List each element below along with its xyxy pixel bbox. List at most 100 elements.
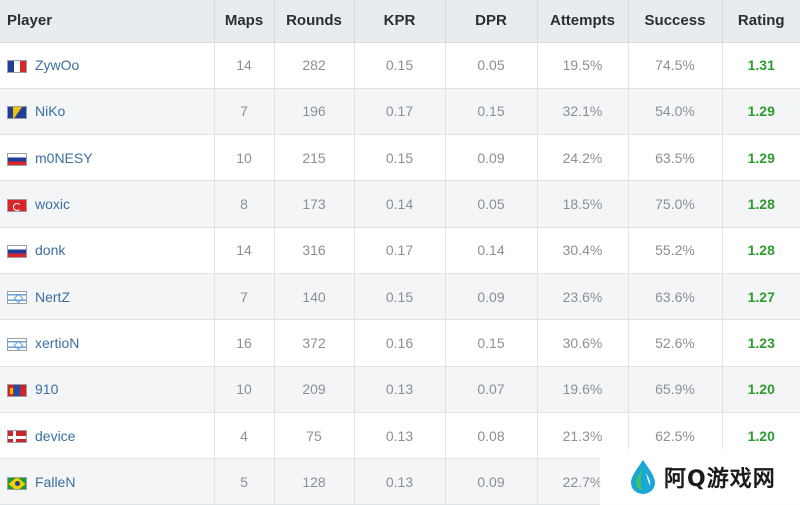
russia-flag-icon bbox=[7, 152, 27, 166]
dpr-cell: 0.05 bbox=[445, 180, 538, 228]
table-row: ZywOo 14 282 0.15 0.05 19.5% 74.5% 1.31 bbox=[0, 42, 800, 89]
player-name[interactable]: xertioN bbox=[35, 334, 80, 351]
rating-cell: 1.27 bbox=[722, 273, 800, 321]
maps-cell: 14 bbox=[214, 42, 275, 89]
header-rounds[interactable]: Rounds bbox=[274, 0, 355, 43]
table-row: m0NESY 10 215 0.15 0.09 24.2% 63.5% 1.29 bbox=[0, 134, 800, 182]
dpr-cell: 0.08 bbox=[445, 412, 538, 460]
header-maps[interactable]: Maps bbox=[214, 0, 275, 43]
player-cell[interactable]: NiKo bbox=[0, 88, 215, 136]
header-success[interactable]: Success bbox=[628, 0, 723, 43]
player-name[interactable]: ZywOo bbox=[35, 57, 80, 74]
attempts-cell: 24.2% bbox=[537, 134, 629, 182]
table-row: xertioN 16 372 0.16 0.15 30.6% 52.6% 1.2… bbox=[0, 319, 800, 367]
player-cell[interactable]: NertZ bbox=[0, 273, 215, 321]
kpr-cell: 0.15 bbox=[354, 134, 446, 182]
player-name[interactable]: NiKo bbox=[35, 103, 66, 120]
rating-cell: 1.29 bbox=[722, 134, 800, 182]
player-name[interactable]: 910 bbox=[35, 381, 59, 398]
dpr-cell: 0.15 bbox=[445, 319, 538, 367]
kpr-cell: 0.17 bbox=[354, 88, 446, 136]
water-drop-logo-icon bbox=[628, 459, 658, 495]
dpr-cell: 0.09 bbox=[445, 273, 538, 321]
player-cell[interactable]: xertioN bbox=[0, 319, 215, 367]
kpr-cell: 0.13 bbox=[354, 366, 446, 413]
player-name[interactable]: device bbox=[35, 427, 76, 444]
player-cell[interactable]: FalleN bbox=[0, 458, 215, 505]
dpr-cell: 0.05 bbox=[445, 42, 538, 89]
dpr-cell: 0.09 bbox=[445, 134, 538, 182]
player-name[interactable]: woxic bbox=[35, 196, 71, 213]
watermark: 阿Q游戏网 bbox=[600, 449, 800, 505]
kpr-cell: 0.15 bbox=[354, 273, 446, 321]
rating-cell: 1.20 bbox=[722, 366, 800, 413]
maps-cell: 14 bbox=[214, 227, 275, 274]
dpr-cell: 0.14 bbox=[445, 227, 538, 274]
player-cell[interactable]: 910 bbox=[0, 366, 215, 413]
dpr-cell: 0.07 bbox=[445, 366, 538, 413]
player-cell[interactable]: donk bbox=[0, 227, 215, 274]
maps-cell: 5 bbox=[214, 458, 275, 505]
player-name[interactable]: m0NESY bbox=[35, 149, 93, 166]
rounds-cell: 215 bbox=[274, 134, 355, 182]
mongolia-flag-icon bbox=[7, 384, 27, 398]
russia-flag-icon bbox=[7, 245, 27, 259]
attempts-cell: 30.4% bbox=[537, 227, 629, 274]
success-cell: 63.6% bbox=[628, 273, 723, 321]
header-attempts[interactable]: Attempts bbox=[537, 0, 629, 43]
rating-cell: 1.23 bbox=[722, 319, 800, 367]
rounds-cell: 316 bbox=[274, 227, 355, 274]
player-name[interactable]: donk bbox=[35, 242, 66, 259]
player-cell[interactable]: m0NESY bbox=[0, 134, 215, 182]
rating-cell: 1.28 bbox=[722, 180, 800, 228]
attempts-cell: 23.6% bbox=[537, 273, 629, 321]
kpr-cell: 0.13 bbox=[354, 458, 446, 505]
dpr-cell: 0.15 bbox=[445, 88, 538, 136]
success-cell: 54.0% bbox=[628, 88, 723, 136]
player-name[interactable]: FalleN bbox=[35, 473, 76, 490]
table-row: woxic 8 173 0.14 0.05 18.5% 75.0% 1.28 bbox=[0, 180, 800, 228]
israel-flag-icon bbox=[7, 337, 27, 351]
header-player[interactable]: Player bbox=[0, 0, 215, 43]
dpr-cell: 0.09 bbox=[445, 458, 538, 505]
attempts-cell: 32.1% bbox=[537, 88, 629, 136]
attempts-cell: 19.5% bbox=[537, 42, 629, 89]
player-name[interactable]: NertZ bbox=[35, 288, 70, 305]
player-cell[interactable]: device bbox=[0, 412, 215, 460]
rating-cell: 1.29 bbox=[722, 88, 800, 136]
maps-cell: 7 bbox=[214, 273, 275, 321]
rounds-cell: 196 bbox=[274, 88, 355, 136]
table-row: NertZ 7 140 0.15 0.09 23.6% 63.6% 1.27 bbox=[0, 273, 800, 321]
attempts-cell: 19.6% bbox=[537, 366, 629, 413]
watermark-text: 阿Q游戏网 bbox=[664, 467, 776, 492]
brazil-flag-icon bbox=[7, 476, 27, 490]
header-dpr[interactable]: DPR bbox=[445, 0, 538, 43]
denmark-flag-icon bbox=[7, 430, 27, 444]
maps-cell: 10 bbox=[214, 134, 275, 182]
maps-cell: 10 bbox=[214, 366, 275, 413]
bosnia-flag-icon bbox=[7, 106, 27, 120]
kpr-cell: 0.17 bbox=[354, 227, 446, 274]
rating-cell: 1.31 bbox=[722, 42, 800, 89]
player-cell[interactable]: woxic bbox=[0, 180, 215, 228]
kpr-cell: 0.16 bbox=[354, 319, 446, 367]
rounds-cell: 372 bbox=[274, 319, 355, 367]
israel-flag-icon bbox=[7, 291, 27, 305]
success-cell: 63.5% bbox=[628, 134, 723, 182]
rounds-cell: 140 bbox=[274, 273, 355, 321]
table-row: NiKo 7 196 0.17 0.15 32.1% 54.0% 1.29 bbox=[0, 88, 800, 136]
maps-cell: 4 bbox=[214, 412, 275, 460]
table-header-row: Player Maps Rounds KPR DPR Attempts Succ… bbox=[0, 0, 800, 43]
maps-cell: 8 bbox=[214, 180, 275, 228]
success-cell: 74.5% bbox=[628, 42, 723, 89]
rounds-cell: 209 bbox=[274, 366, 355, 413]
player-cell[interactable]: ZywOo bbox=[0, 42, 215, 89]
table-row: donk 14 316 0.17 0.14 30.4% 55.2% 1.28 bbox=[0, 227, 800, 274]
rounds-cell: 75 bbox=[274, 412, 355, 460]
kpr-cell: 0.14 bbox=[354, 180, 446, 228]
success-cell: 65.9% bbox=[628, 366, 723, 413]
success-cell: 55.2% bbox=[628, 227, 723, 274]
header-rating[interactable]: Rating bbox=[722, 0, 800, 43]
header-kpr[interactable]: KPR bbox=[354, 0, 446, 43]
